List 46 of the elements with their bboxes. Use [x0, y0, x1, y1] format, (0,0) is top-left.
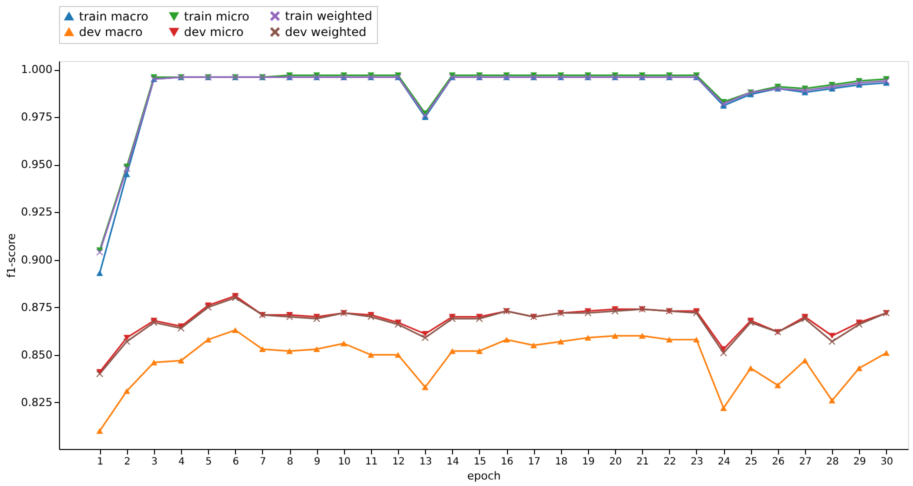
legend-label: train weighted — [285, 9, 372, 24]
legend-label: dev micro — [184, 25, 244, 39]
x-tick-label: 5 — [206, 456, 212, 468]
x-tick-label: 19 — [582, 456, 595, 468]
x-tick-label: 17 — [528, 456, 541, 468]
x-tick-label: 26 — [772, 456, 785, 468]
y-tick-label: 0.875 — [21, 300, 52, 314]
x-tick-label: 8 — [286, 456, 294, 468]
x-tick-label: 4 — [178, 456, 185, 468]
legend-label: dev weighted — [285, 25, 366, 39]
x-tick-label: 6 — [232, 456, 239, 468]
x-tick-label: 11 — [365, 456, 378, 468]
legend-label: train macro — [79, 9, 148, 24]
x-tick-label: 2 — [124, 456, 130, 468]
x-tick-label: 24 — [718, 456, 730, 468]
legend-label: train micro — [184, 9, 250, 24]
x-tick-label: 7 — [260, 456, 266, 468]
legend-label: dev macro — [79, 25, 143, 39]
x-tick-label: 18 — [554, 456, 568, 468]
y-tick-label: 0.950 — [21, 158, 52, 172]
x-tick-label: 21 — [636, 456, 650, 468]
x-tick-label: 12 — [392, 456, 405, 468]
y-tick-label: 0.850 — [21, 348, 52, 362]
y-tick-label: 0.900 — [21, 253, 52, 266]
x-tick-label: 29 — [853, 456, 866, 468]
x-tick-label: 14 — [446, 456, 460, 468]
x-tick-label: 23 — [690, 456, 704, 468]
x-tick-label: 1 — [97, 456, 104, 468]
x-tick-label: 28 — [826, 456, 839, 468]
x-tick-label: 27 — [799, 456, 812, 468]
x-tick-label: 3 — [151, 456, 158, 468]
x-tick-label: 30 — [880, 456, 894, 468]
x-tick-label: 16 — [500, 456, 514, 468]
x-tick-label: 9 — [314, 456, 320, 468]
x-tick-label: 13 — [419, 456, 432, 468]
y-tick-label: 0.925 — [21, 206, 52, 219]
x-axis-title: epoch — [467, 470, 501, 482]
y-tick-label: 0.825 — [21, 396, 52, 409]
x-tick-label: 22 — [663, 456, 676, 468]
x-tick-label: 20 — [609, 456, 622, 468]
x-tick-label: 15 — [474, 456, 486, 468]
x-tick-label: 10 — [338, 456, 351, 468]
y-axis-title: f1-score — [5, 233, 18, 278]
y-tick-label: 1.000 — [21, 63, 52, 76]
x-tick-label: 25 — [744, 456, 758, 468]
y-tick-label: 0.975 — [21, 110, 52, 124]
